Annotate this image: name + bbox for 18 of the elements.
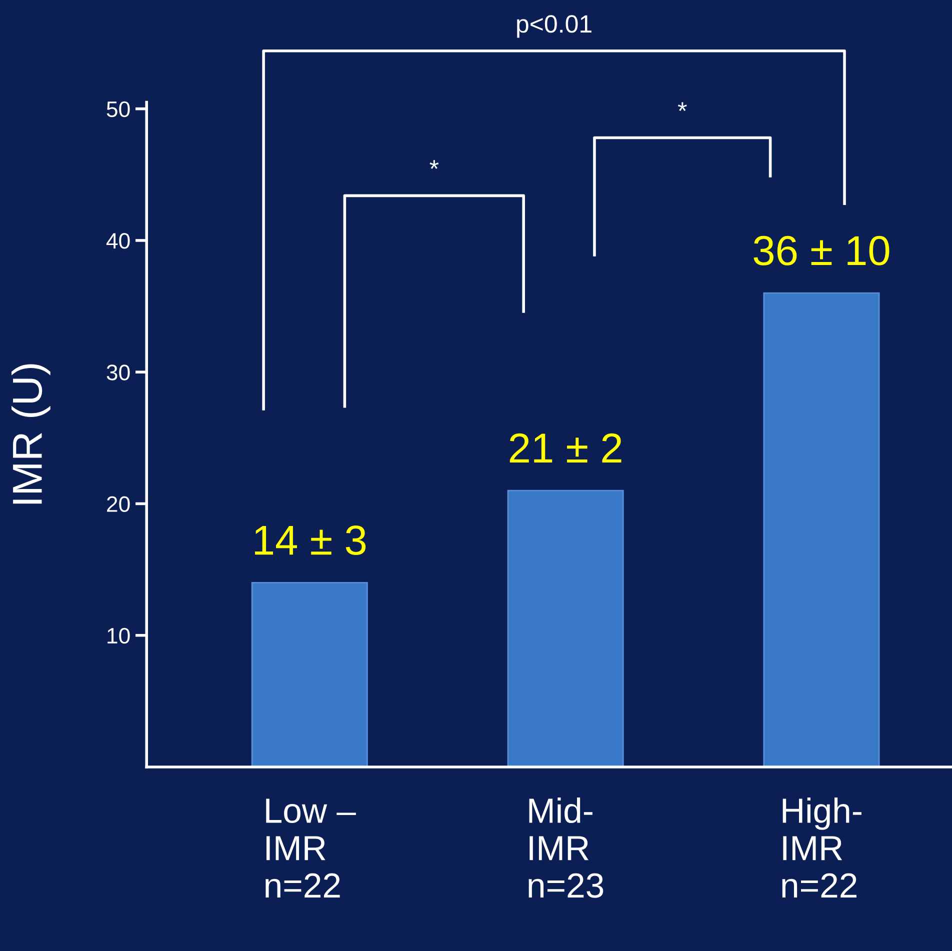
bar — [251, 582, 368, 767]
y-tick-label: 10 — [108, 628, 130, 644]
x-tick-label: Low – IMR n=22 — [266, 798, 356, 898]
x-tick-label: High- IMR n=22 — [782, 798, 862, 898]
y-tick-label: 40 — [106, 232, 130, 249]
y-axis-title: IMR (U) — [12, 364, 50, 504]
bar — [763, 292, 880, 767]
y-tick-label: 50 — [106, 101, 130, 118]
y-tick-label: 30 — [106, 364, 130, 380]
bar — [507, 490, 624, 767]
data-label: 21 ± 2 — [510, 433, 622, 462]
data-label: 14 ± 3 — [255, 526, 366, 556]
text: p<0.01 — [517, 15, 592, 38]
data-label: 36 ± 10 — [754, 236, 890, 266]
x-tick-label: Mid- IMR n=23 — [528, 798, 604, 898]
annotation: * — [430, 160, 439, 169]
y-tick-label: 20 — [107, 496, 130, 512]
annotation: * — [678, 102, 687, 111]
